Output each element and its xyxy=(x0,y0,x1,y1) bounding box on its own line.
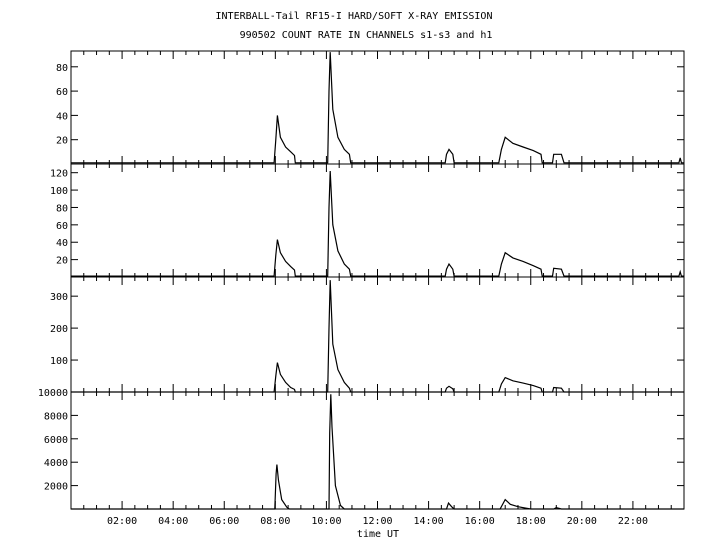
series-line-panel-1 xyxy=(71,52,684,164)
panel-1: 20 40 60 80 xyxy=(56,50,685,165)
series-line-panel-4 xyxy=(71,394,684,510)
x-tick-label: 20:00 xyxy=(567,516,597,527)
x-tick-label: 04:00 xyxy=(158,516,188,527)
x-tick-label: 08:00 xyxy=(260,516,290,527)
y-tick-label: 20 xyxy=(56,136,68,147)
x-tick-label: 22:00 xyxy=(618,516,648,527)
x-tick-label: 18:00 xyxy=(516,516,546,527)
panel-frame xyxy=(70,391,685,510)
panels-group: 20 40 60 80 20 40 60 80 100 120 100 200 300 2000 4000 6… xyxy=(38,50,685,510)
y-tick-label: 80 xyxy=(56,63,68,74)
chart-subtitle: 990502 COUNT RATE IN CHANNELS s1-s3 and … xyxy=(240,30,493,41)
y-tick-label: 300 xyxy=(50,292,68,303)
x-axis: 02:00 04:00 06:00 08:00 10:00 12:00 14:00 16:00… xyxy=(107,516,648,527)
y-tick-label: 100 xyxy=(50,356,68,367)
y-tick-label: 200 xyxy=(50,324,68,335)
chart-title: INTERBALL-Tail RF15-I HARD/SOFT X-RAY EM… xyxy=(216,11,493,22)
panel-frame xyxy=(70,50,685,165)
y-tick-label: 60 xyxy=(56,87,68,98)
x-axis-label: time UT xyxy=(357,529,399,540)
y-tick-label: 120 xyxy=(50,169,68,180)
y-tick-label: 6000 xyxy=(44,435,68,446)
x-tick-label: 14:00 xyxy=(414,516,444,527)
y-tick-label: 60 xyxy=(56,221,68,232)
series-line-panel-3 xyxy=(71,280,684,393)
y-tick-label: 10000 xyxy=(38,388,68,399)
y-tick-label: 40 xyxy=(56,111,68,122)
y-tick-label: 8000 xyxy=(44,411,68,422)
panel-4: 2000 4000 6000 8000 10000 xyxy=(38,388,685,510)
y-tick-label: 40 xyxy=(56,238,68,249)
y-tick-label: 80 xyxy=(56,203,68,214)
x-tick-label: 06:00 xyxy=(209,516,239,527)
y-tick-label: 4000 xyxy=(44,458,68,469)
x-tick-label: 10:00 xyxy=(311,516,341,527)
series-line-panel-2 xyxy=(71,170,684,277)
panel-frame xyxy=(70,276,685,393)
panel-3: 100 200 300 xyxy=(50,276,685,393)
y-tick-label: 2000 xyxy=(44,482,68,493)
y-tick-label: 100 xyxy=(50,186,68,197)
panel-2: 20 40 60 80 100 120 xyxy=(50,163,685,278)
x-tick-label: 12:00 xyxy=(362,516,392,527)
y-tick-label: 20 xyxy=(56,256,68,267)
x-tick-label: 02:00 xyxy=(107,516,137,527)
x-tick-label: 16:00 xyxy=(465,516,495,527)
panel-frame xyxy=(70,163,685,278)
